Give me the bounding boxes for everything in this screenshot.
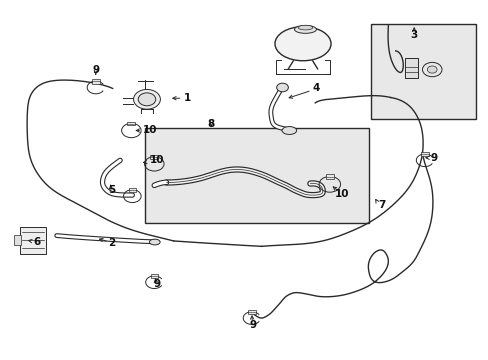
Bar xyxy=(405,58,417,78)
Text: 4: 4 xyxy=(312,83,320,93)
Ellipse shape xyxy=(149,239,160,245)
Bar xyxy=(20,226,45,253)
Circle shape xyxy=(276,83,288,92)
Text: 2: 2 xyxy=(108,238,115,248)
Circle shape xyxy=(422,62,441,77)
Bar xyxy=(325,175,333,179)
Text: 10: 10 xyxy=(149,155,163,165)
Bar xyxy=(127,122,135,126)
Ellipse shape xyxy=(282,127,296,134)
Bar xyxy=(14,234,20,244)
Text: 10: 10 xyxy=(334,189,349,199)
Circle shape xyxy=(138,93,156,106)
Bar xyxy=(420,152,428,156)
Text: 9: 9 xyxy=(153,279,160,289)
Text: 5: 5 xyxy=(108,185,115,195)
Ellipse shape xyxy=(133,89,160,109)
Bar xyxy=(92,79,100,84)
Bar xyxy=(247,310,255,314)
Bar xyxy=(370,24,475,119)
Text: 9: 9 xyxy=(249,320,256,330)
Bar xyxy=(144,128,368,223)
Bar xyxy=(150,155,158,159)
Ellipse shape xyxy=(274,27,330,61)
Ellipse shape xyxy=(298,25,312,30)
Bar xyxy=(128,188,136,192)
Ellipse shape xyxy=(294,26,316,33)
Text: 6: 6 xyxy=(34,237,41,247)
Text: 10: 10 xyxy=(143,125,157,135)
Text: 1: 1 xyxy=(183,93,190,103)
Text: 3: 3 xyxy=(410,30,417,40)
Text: 8: 8 xyxy=(207,119,215,129)
Text: 9: 9 xyxy=(92,64,99,75)
Circle shape xyxy=(427,66,436,73)
Text: 7: 7 xyxy=(378,200,385,210)
Text: 9: 9 xyxy=(430,153,437,163)
Bar xyxy=(150,274,158,278)
